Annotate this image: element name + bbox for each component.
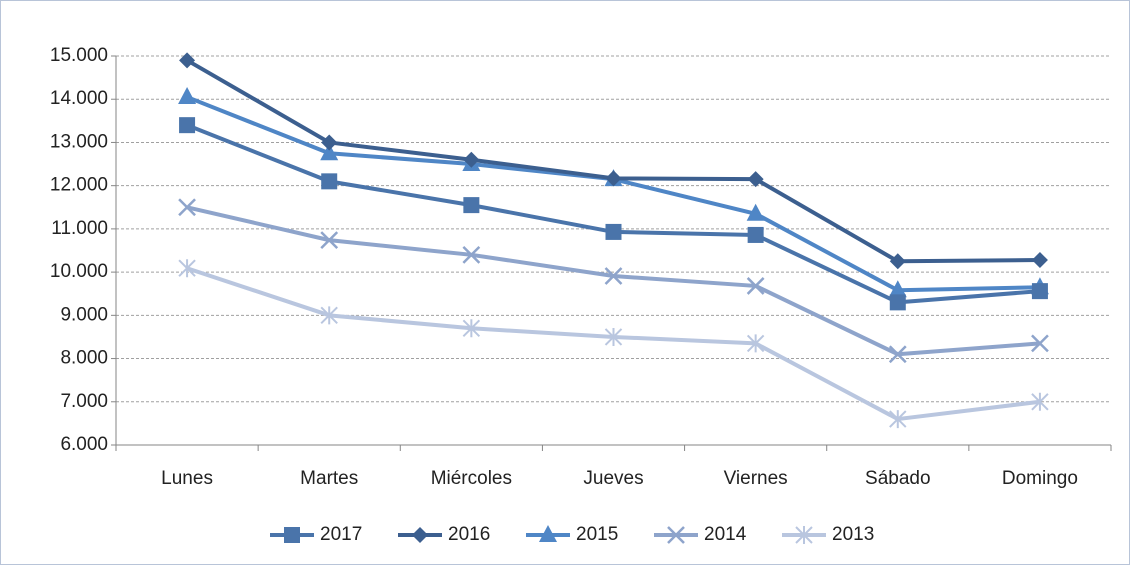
- marker: [889, 294, 906, 311]
- marker: [462, 245, 481, 264]
- legend-marker: [284, 527, 300, 543]
- y-tick-label: 14.000: [50, 88, 108, 109]
- y-tick-label: 15.000: [50, 45, 108, 66]
- marker: [1031, 334, 1049, 353]
- marker: [321, 134, 338, 151]
- marker: [179, 117, 196, 134]
- marker: [604, 267, 623, 285]
- marker: [889, 253, 906, 270]
- legend-label: 2013: [832, 524, 874, 545]
- x-tick-label: Domingo: [1002, 468, 1078, 489]
- y-tick-label: 13.000: [50, 131, 108, 152]
- marker: [746, 203, 765, 221]
- marker: [320, 231, 339, 250]
- marker: [1031, 392, 1049, 411]
- marker: [463, 197, 480, 214]
- marker: [889, 410, 907, 429]
- marker: [746, 334, 765, 353]
- y-tick-label: 11.000: [51, 218, 108, 239]
- legend-label: 2017: [320, 524, 362, 545]
- legend-label: 2014: [704, 524, 747, 545]
- x-tick-label: Miércoles: [431, 468, 512, 489]
- legend-marker: [539, 525, 557, 542]
- x-tick-label: Jueves: [583, 468, 643, 489]
- marker: [178, 87, 197, 105]
- marker: [888, 280, 907, 298]
- marker: [178, 259, 196, 278]
- marker: [747, 171, 764, 188]
- marker: [1031, 252, 1048, 269]
- marker: [888, 345, 907, 364]
- marker: [178, 198, 196, 217]
- x-tick-label: Sábado: [865, 468, 931, 489]
- marker: [321, 173, 338, 190]
- legend-label: 2015: [576, 524, 618, 545]
- y-tick-label: 8.000: [60, 348, 108, 369]
- marker: [605, 170, 622, 187]
- legend-marker: [412, 527, 428, 543]
- legend-marker: [795, 526, 813, 544]
- y-tick-label: 6.000: [60, 434, 108, 455]
- legend-label: 2016: [448, 524, 490, 545]
- x-tick-label: Viernes: [724, 468, 788, 489]
- marker: [320, 306, 338, 325]
- marker: [605, 223, 622, 240]
- x-tick-label: Martes: [300, 468, 358, 489]
- y-tick-label: 7.000: [60, 391, 108, 412]
- marker: [1031, 283, 1048, 300]
- y-tick-label: 12.000: [50, 175, 108, 196]
- marker: [462, 319, 481, 338]
- legend-marker: [667, 526, 685, 544]
- y-tick-label: 9.000: [60, 304, 108, 325]
- x-tick-label: Lunes: [161, 468, 213, 489]
- marker: [746, 277, 765, 295]
- marker: [604, 327, 623, 346]
- y-tick-label: 10.000: [50, 261, 108, 282]
- marker: [179, 52, 196, 69]
- marker: [320, 143, 339, 161]
- marker: [747, 226, 764, 243]
- marker: [463, 151, 480, 168]
